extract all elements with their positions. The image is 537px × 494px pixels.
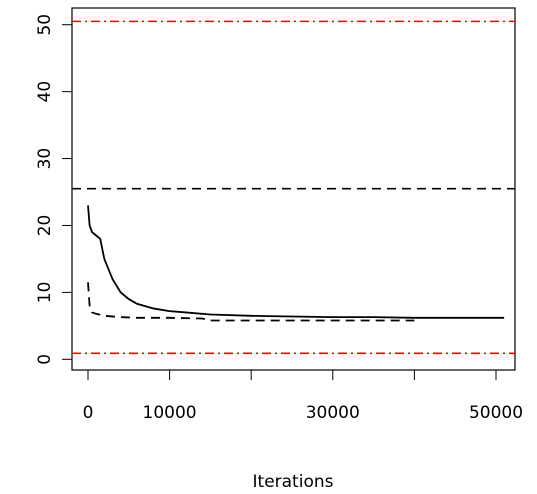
x-tick-label: 30000 [306,403,360,423]
series-line [87,205,505,319]
x-tick-label: 50000 [469,403,523,423]
y-tick-label: 20 [35,215,55,237]
y-tick-label: 40 [35,81,55,103]
y-tick-label: 30 [35,148,55,170]
series-line [87,282,415,322]
y-tick-label: 50 [35,14,55,36]
x-tick-label: 10000 [143,403,197,423]
y-tick-label: 0 [35,354,55,365]
x-tick-label: 0 [83,403,94,423]
y-tick-label: 10 [35,282,55,304]
x-axis-label: Iterations [253,472,334,492]
